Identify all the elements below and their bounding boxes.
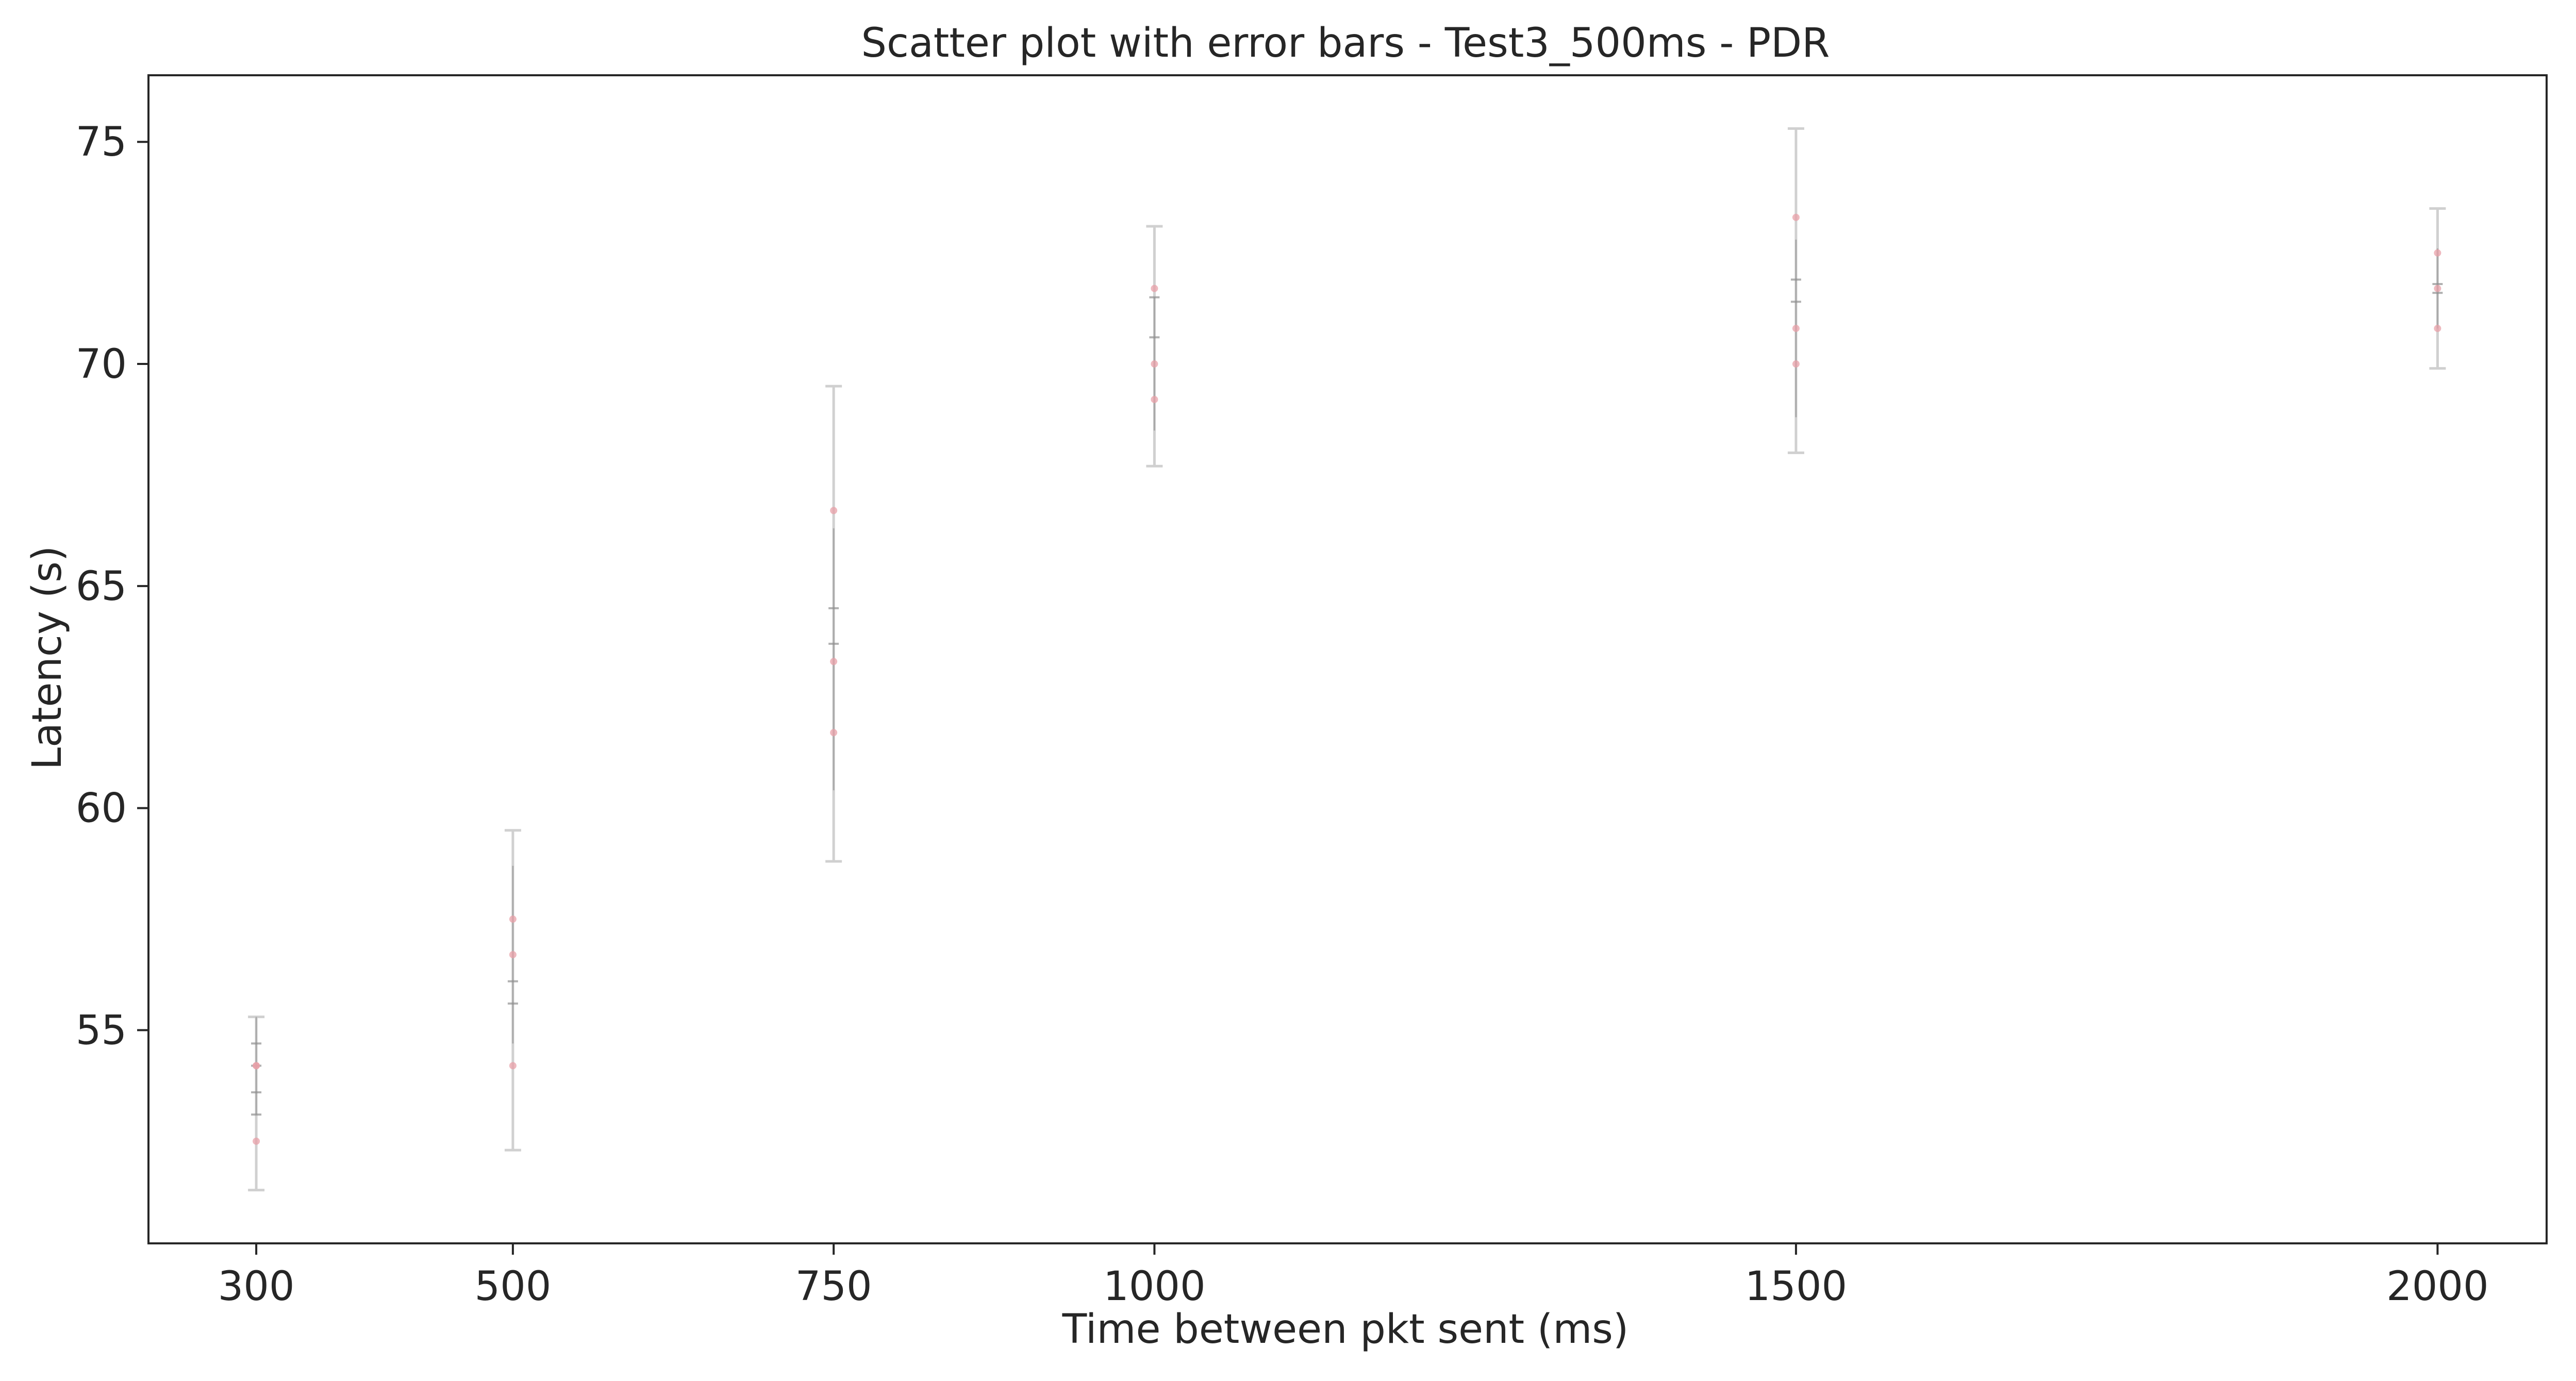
data-point: [2434, 249, 2441, 257]
data-point: [1792, 213, 1800, 221]
data-point: [253, 1137, 260, 1145]
data-point: [830, 729, 838, 737]
x-tick-label: 300: [218, 1263, 295, 1310]
chart-title: Scatter plot with error bars - Test3_500…: [861, 20, 1830, 66]
data-point: [509, 916, 517, 923]
data-point: [509, 951, 517, 958]
x-tick-label: 750: [795, 1263, 872, 1310]
y-tick-label: 75: [76, 119, 127, 165]
y-tick-label: 60: [76, 786, 127, 832]
data-point: [2434, 325, 2441, 332]
plot-frame: [147, 74, 2548, 1244]
x-axis-label: Time between pkt sent (ms): [1062, 1306, 1629, 1353]
data-point: [1792, 360, 1800, 368]
data-point: [2434, 285, 2441, 292]
data-point: [1792, 325, 1800, 332]
data-point: [1151, 360, 1158, 368]
data-point: [1151, 395, 1158, 403]
data-points: [253, 213, 2441, 1145]
axis-ticks: 300 500 750 1000 1500 2000 55 60 65 70 75: [76, 119, 2489, 1310]
x-tick-label: 2000: [2386, 1263, 2489, 1310]
data-point: [1151, 285, 1158, 292]
data-point: [253, 1062, 260, 1070]
data-point: [509, 1062, 517, 1070]
x-tick-label: 1500: [1745, 1263, 1848, 1310]
x-tick-label: 1000: [1103, 1263, 1206, 1310]
y-axis-label: Latency (s): [24, 546, 71, 770]
y-tick-label: 55: [76, 1007, 127, 1054]
error-bars: [248, 127, 2446, 1192]
data-point: [830, 658, 838, 665]
y-tick-label: 65: [76, 563, 127, 610]
x-tick-label: 500: [474, 1263, 551, 1310]
data-point: [830, 507, 838, 514]
y-tick-label: 70: [76, 341, 127, 388]
